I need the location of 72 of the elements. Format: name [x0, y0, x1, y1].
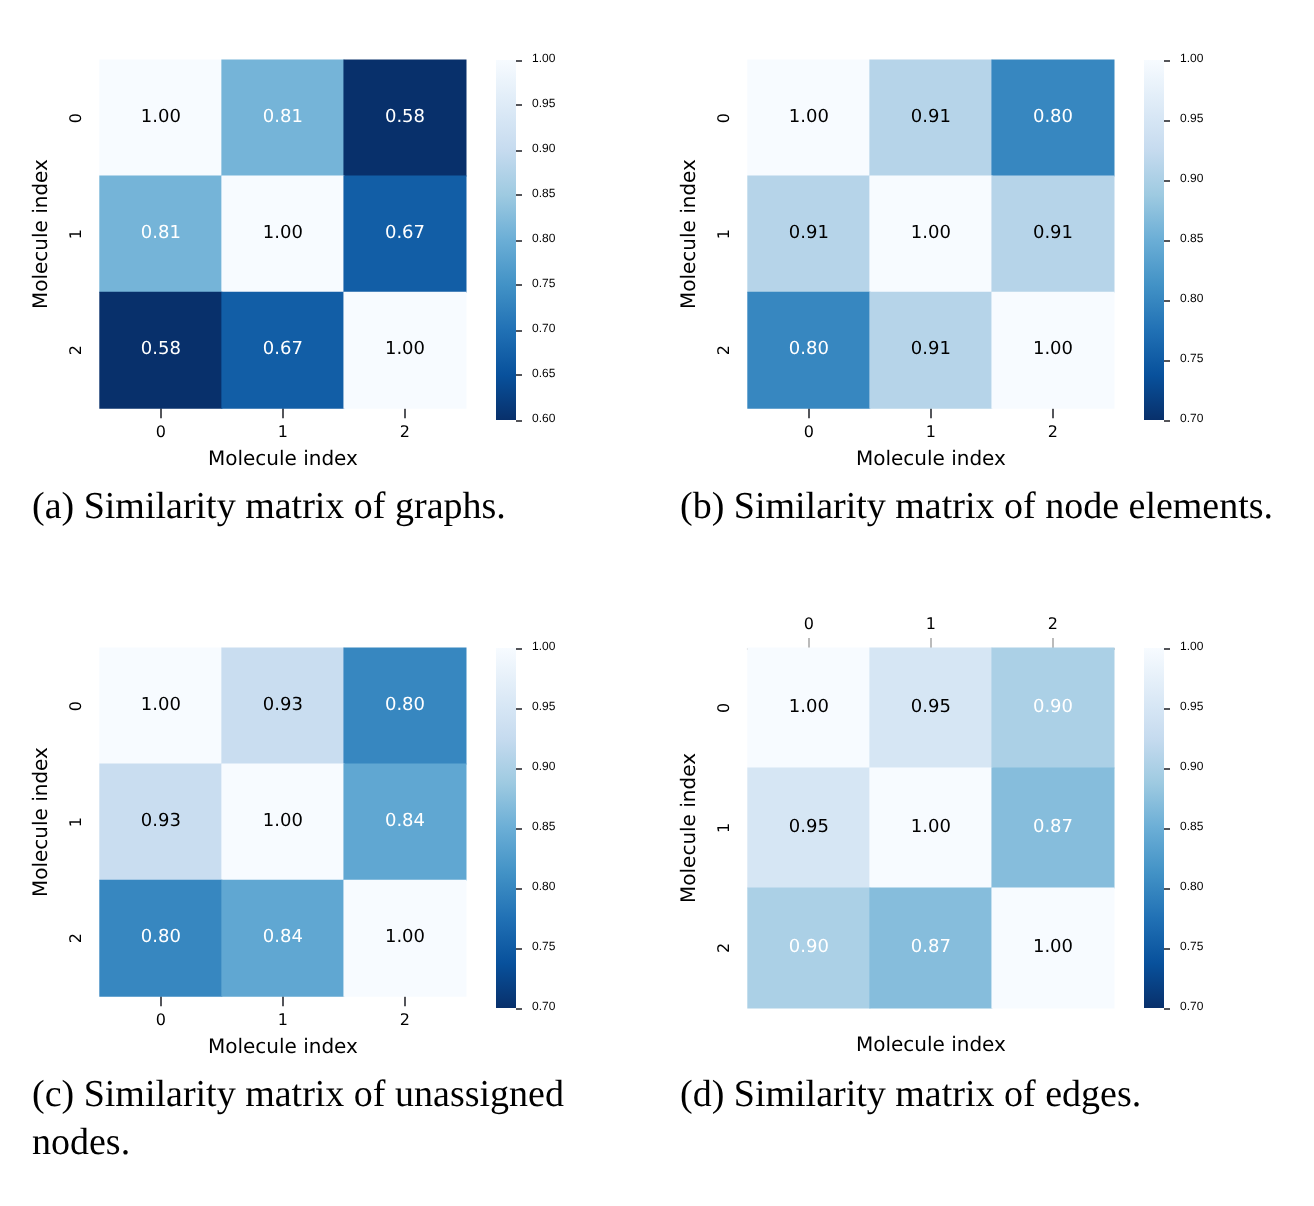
y-tick-label: 1 [714, 229, 733, 240]
data-label: 0.91 [910, 340, 951, 361]
data-label: 1.00 [384, 928, 426, 949]
data-label: 0.87 [910, 938, 951, 958]
text: (b) Similarity matrix of node elements. [678, 484, 1276, 532]
data-label: 0.93 [140, 812, 181, 833]
x-axis-title: Molecule index [855, 1035, 1007, 1057]
data-label: 1.00 [140, 108, 182, 129]
y-tick-label: 2 [714, 942, 733, 954]
data-label: 1.00 [910, 818, 952, 838]
x-tick-label: 0 [155, 1011, 166, 1030]
y-tick-label: 1 [66, 229, 85, 240]
data-label: 0.80 [140, 928, 182, 949]
text: (a) Similarity matrix of graphs. [30, 484, 508, 532]
data-label: 0.90 [788, 938, 830, 958]
x-tick-label: 0 [803, 423, 814, 442]
x-tick-label: 0 [155, 423, 166, 442]
data-label: 0.80 [788, 340, 830, 361]
y-axis-title: Molecule index [679, 158, 701, 310]
text: (c) Similarity matrix of unassigned nodes. [30, 1072, 566, 1168]
data-label: 1.00 [788, 108, 830, 129]
data-label: 0.58 [140, 340, 182, 361]
x-tick-label: 1 [277, 423, 288, 442]
y-tick-label: 1 [66, 817, 85, 828]
data-label: 0.91 [1032, 224, 1074, 245]
y-axis-title: Molecule index [31, 158, 53, 310]
data-label: 0.93 [262, 696, 303, 717]
data-label: 0.91 [910, 108, 951, 129]
data-label: 1.00 [788, 698, 830, 718]
x-axis-title: Molecule index [207, 1037, 359, 1059]
y-tick-label: 0 [714, 702, 733, 714]
data-label: 0.87 [1032, 818, 1074, 838]
x2-tick-label: 1 [925, 615, 936, 633]
x-tick-label: 1 [277, 1011, 288, 1030]
x-tick-label: 1 [925, 423, 936, 442]
data-label: 0.80 [384, 696, 426, 717]
text: (d) Similarity matrix of edges. [678, 1072, 1144, 1120]
x-axis-title: Molecule index [207, 449, 359, 471]
y-axis-title: Molecule index [679, 752, 701, 903]
data-label: 0.67 [262, 340, 303, 361]
data-label: 0.84 [262, 928, 304, 949]
data-label: 0.80 [1032, 108, 1074, 129]
y-tick-label: 0 [66, 112, 85, 124]
data-label: 0.81 [262, 108, 303, 129]
x-tick-label: 2 [399, 1011, 411, 1030]
x2-tick-label: 2 [1047, 615, 1059, 633]
x-tick-label: 2 [1047, 423, 1059, 442]
data-label: 1.00 [1032, 340, 1074, 361]
data-label: 0.95 [910, 698, 951, 718]
data-label: 0.81 [140, 224, 181, 245]
y-tick-label: 1 [714, 822, 733, 834]
data-label: 0.90 [1032, 698, 1074, 718]
data-label: 1.00 [910, 224, 952, 245]
x-tick-label: 2 [399, 423, 411, 442]
y-tick-label: 0 [714, 112, 733, 124]
data-label: 1.00 [262, 812, 304, 833]
data-label: 0.95 [788, 818, 829, 838]
y-tick-label: 2 [714, 345, 733, 356]
data-label: 1.00 [262, 224, 304, 245]
data-label: 1.00 [1032, 938, 1074, 958]
data-label: 0.67 [384, 224, 426, 245]
data-label: 1.00 [384, 340, 426, 361]
x-axis-title: Molecule index [855, 449, 1007, 471]
data-label: 0.58 [384, 108, 426, 129]
data-label: 1.00 [140, 696, 182, 717]
data-label: 0.91 [788, 224, 829, 245]
y-axis-title: Molecule index [31, 746, 53, 898]
y-tick-label: 2 [66, 933, 85, 944]
y-tick-label: 2 [66, 345, 85, 356]
y-tick-label: 0 [66, 700, 85, 712]
data-label: 0.84 [384, 812, 426, 833]
x2-tick-label: 0 [803, 615, 814, 633]
